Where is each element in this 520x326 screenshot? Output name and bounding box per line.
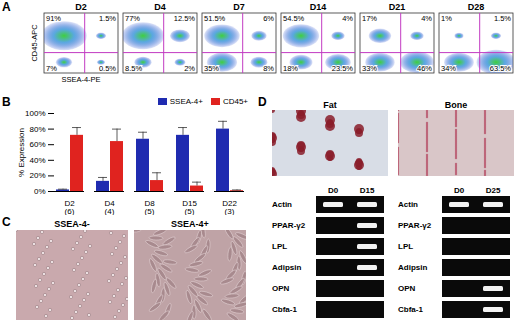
svg-text:1.5%: 1.5% (494, 14, 511, 23)
svg-text:D15: D15 (360, 186, 375, 195)
svg-text:D0: D0 (454, 186, 465, 195)
svg-text:63.5%: 63.5% (490, 64, 512, 73)
svg-text:CD45-APC: CD45-APC (30, 24, 39, 62)
svg-text:A: A (2, 0, 11, 14)
svg-text:SSEA-4-: SSEA-4- (54, 219, 90, 229)
svg-text:D2(6): D2(6) (64, 199, 75, 215)
svg-text:0%: 0% (34, 187, 46, 196)
svg-text:Adipsin: Adipsin (272, 263, 301, 272)
svg-text:51.5%: 51.5% (204, 14, 226, 23)
svg-text:D2: D2 (75, 2, 87, 12)
svg-text:D4: D4 (154, 2, 166, 12)
svg-text:Fat: Fat (323, 100, 337, 110)
svg-text:LPL: LPL (272, 242, 287, 251)
svg-text:D15(5): D15(5) (182, 199, 197, 215)
svg-text:12.5%: 12.5% (174, 14, 196, 23)
html-text:SSEA-4+: SSEA-4+ (169, 97, 203, 106)
svg-text:91%: 91% (46, 14, 61, 23)
svg-text:54.5%: 54.5% (283, 14, 305, 23)
svg-text:17%: 17% (362, 14, 377, 23)
svg-text:D4(4): D4(4) (104, 199, 115, 215)
svg-text:20%: 20% (29, 171, 45, 180)
svg-text:6%: 6% (263, 14, 274, 23)
svg-text:LPL: LPL (398, 242, 413, 251)
svg-text:SSEA-4+: SSEA-4+ (171, 219, 209, 229)
svg-text:80%: 80% (29, 125, 45, 134)
svg-text:34%: 34% (441, 64, 456, 73)
svg-text:D25: D25 (486, 186, 501, 195)
svg-text:77%: 77% (125, 14, 140, 23)
svg-text:2%: 2% (184, 64, 195, 73)
svg-text:Actin: Actin (272, 200, 292, 209)
svg-text:60%: 60% (29, 140, 45, 149)
svg-text:1.5%: 1.5% (99, 14, 116, 23)
svg-text:% Expression: % Expression (17, 128, 26, 177)
svg-text:D: D (258, 95, 267, 109)
svg-text:PPAR-γ2: PPAR-γ2 (272, 221, 306, 230)
svg-text:0.5%: 0.5% (99, 64, 116, 73)
svg-text:B: B (2, 95, 11, 109)
svg-text:8.5%: 8.5% (125, 64, 142, 73)
svg-text:18%: 18% (283, 64, 298, 73)
svg-text:Adipsin: Adipsin (398, 263, 427, 272)
svg-text:D28: D28 (468, 2, 485, 12)
svg-text:Cbfa-1: Cbfa-1 (272, 305, 297, 314)
svg-text:C: C (2, 215, 11, 229)
svg-text:4%: 4% (421, 14, 432, 23)
svg-text:100%: 100% (25, 109, 45, 118)
svg-text:D22(3): D22(3) (222, 199, 237, 215)
svg-text:4%: 4% (342, 14, 353, 23)
svg-text:8%: 8% (263, 64, 274, 73)
svg-text:Cbfa-1: Cbfa-1 (398, 305, 423, 314)
svg-text:D0: D0 (328, 186, 339, 195)
svg-text:D14: D14 (310, 2, 327, 12)
svg-text:OPN: OPN (272, 284, 290, 293)
svg-text:D7: D7 (233, 2, 245, 12)
html-text:CD45+: CD45+ (222, 97, 248, 106)
svg-text:PPAR-γ2: PPAR-γ2 (398, 221, 432, 230)
svg-text:33%: 33% (362, 64, 377, 73)
svg-text:40%: 40% (29, 156, 45, 165)
svg-text:OPN: OPN (398, 284, 416, 293)
svg-text:7%: 7% (46, 64, 57, 73)
svg-text:1%: 1% (441, 14, 452, 23)
svg-text:46%: 46% (417, 64, 432, 73)
svg-text:D8(5): D8(5) (144, 199, 155, 215)
svg-text:23.5%: 23.5% (332, 64, 354, 73)
svg-text:D21: D21 (389, 2, 406, 12)
svg-text:Bone: Bone (445, 100, 468, 110)
svg-text:Actin: Actin (398, 200, 418, 209)
svg-text:SSEA-4-PE: SSEA-4-PE (61, 75, 100, 84)
svg-text:35%: 35% (204, 64, 219, 73)
